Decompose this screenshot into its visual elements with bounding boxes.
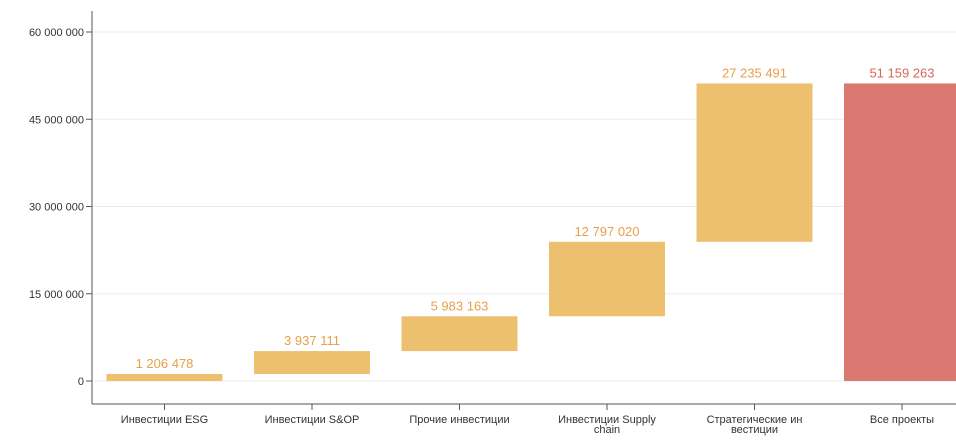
value-labels: 1 206 478 3 937 111 5 983 163 12 797 020 27 … xyxy=(136,65,935,371)
x-tick-label: Инвестиции Supply chain xyxy=(558,414,656,436)
increase-bar xyxy=(696,83,813,242)
y-tick-label: 15 000 000 xyxy=(29,289,84,301)
x-tick-label: Прочие инвестиции xyxy=(409,414,509,426)
value-label: 12 797 020 xyxy=(574,224,639,239)
x-tick-label: Инвестиции S&OP xyxy=(265,414,360,426)
bars xyxy=(106,83,956,382)
x-axis-ticks: Инвестиции ESG Инвестиции S&OP Прочие инве… xyxy=(121,404,934,436)
grid-lines xyxy=(92,31,956,382)
axes xyxy=(91,11,956,405)
increase-bar xyxy=(254,351,370,374)
y-axis-ticks: 0 15 000 000 30 000 000 45 000 000 60 000 00… xyxy=(29,27,92,388)
y-tick-label: 30 000 000 xyxy=(29,202,84,214)
value-label: 1 206 478 xyxy=(136,356,194,371)
increase-bar xyxy=(106,373,223,381)
value-label: 5 983 163 xyxy=(431,298,489,313)
x-tick-label: Стратегические ин вестиции xyxy=(707,414,803,436)
total-bar xyxy=(844,83,956,382)
value-label: 3 937 111 xyxy=(284,333,340,348)
y-tick-label: 0 xyxy=(78,376,84,388)
increase-bar xyxy=(401,316,518,352)
value-label: 27 235 491 xyxy=(722,65,787,80)
increase-bar xyxy=(549,241,665,317)
y-tick-label: 45 000 000 xyxy=(29,114,84,126)
x-tick-label: Инвестиции ESG xyxy=(121,414,208,426)
y-tick-label: 60 000 000 xyxy=(29,27,84,39)
x-tick-label: Все проекты xyxy=(870,414,934,426)
value-label: 51 159 263 xyxy=(869,65,934,80)
